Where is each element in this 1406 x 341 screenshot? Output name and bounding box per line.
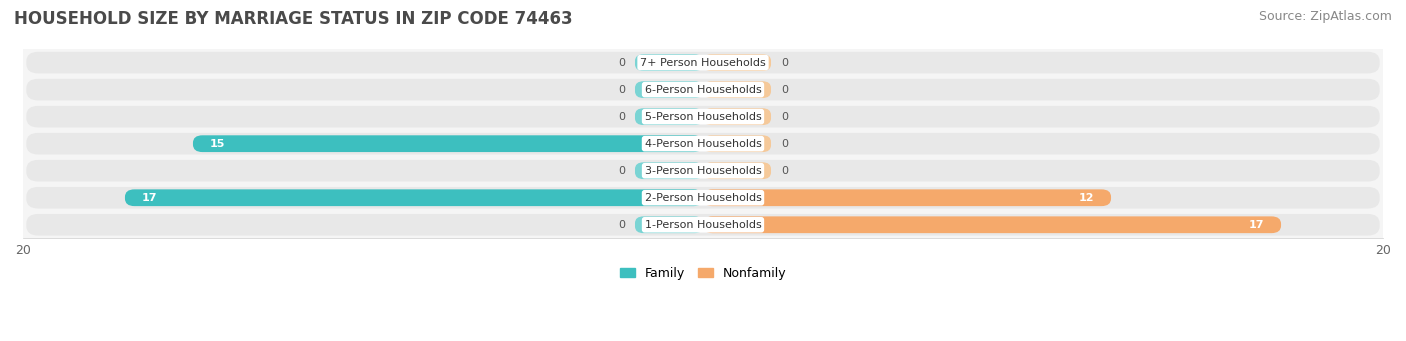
Text: 1-Person Households: 1-Person Households	[644, 220, 762, 230]
FancyBboxPatch shape	[703, 54, 770, 71]
Text: 17: 17	[142, 193, 157, 203]
Text: 0: 0	[782, 58, 789, 68]
Text: 0: 0	[617, 220, 624, 230]
FancyBboxPatch shape	[27, 187, 1379, 209]
Text: 12: 12	[1078, 193, 1094, 203]
Text: 6-Person Households: 6-Person Households	[644, 85, 762, 95]
FancyBboxPatch shape	[27, 106, 1379, 128]
FancyBboxPatch shape	[27, 52, 1379, 73]
Text: 0: 0	[782, 112, 789, 122]
FancyBboxPatch shape	[125, 189, 703, 206]
FancyBboxPatch shape	[636, 162, 703, 179]
Legend: Family, Nonfamily: Family, Nonfamily	[614, 262, 792, 285]
Text: 15: 15	[209, 139, 225, 149]
Text: 5-Person Households: 5-Person Households	[644, 112, 762, 122]
FancyBboxPatch shape	[27, 160, 1379, 181]
FancyBboxPatch shape	[636, 108, 703, 125]
FancyBboxPatch shape	[636, 217, 703, 233]
FancyBboxPatch shape	[703, 217, 1281, 233]
Text: 0: 0	[782, 139, 789, 149]
Text: Source: ZipAtlas.com: Source: ZipAtlas.com	[1258, 10, 1392, 23]
FancyBboxPatch shape	[636, 54, 703, 71]
FancyBboxPatch shape	[636, 81, 703, 98]
Text: 3-Person Households: 3-Person Households	[644, 166, 762, 176]
Text: 0: 0	[782, 85, 789, 95]
Text: 2-Person Households: 2-Person Households	[644, 193, 762, 203]
FancyBboxPatch shape	[193, 135, 703, 152]
FancyBboxPatch shape	[703, 189, 1111, 206]
Text: 4-Person Households: 4-Person Households	[644, 139, 762, 149]
Text: 7+ Person Households: 7+ Person Households	[640, 58, 766, 68]
FancyBboxPatch shape	[27, 133, 1379, 154]
Text: 17: 17	[1249, 220, 1264, 230]
Text: 0: 0	[617, 85, 624, 95]
Text: 0: 0	[617, 166, 624, 176]
FancyBboxPatch shape	[27, 214, 1379, 236]
Text: 0: 0	[617, 112, 624, 122]
FancyBboxPatch shape	[703, 81, 770, 98]
FancyBboxPatch shape	[27, 79, 1379, 101]
Text: HOUSEHOLD SIZE BY MARRIAGE STATUS IN ZIP CODE 74463: HOUSEHOLD SIZE BY MARRIAGE STATUS IN ZIP…	[14, 10, 572, 28]
FancyBboxPatch shape	[703, 135, 770, 152]
FancyBboxPatch shape	[703, 108, 770, 125]
Text: 0: 0	[617, 58, 624, 68]
FancyBboxPatch shape	[703, 162, 770, 179]
Text: 0: 0	[782, 166, 789, 176]
